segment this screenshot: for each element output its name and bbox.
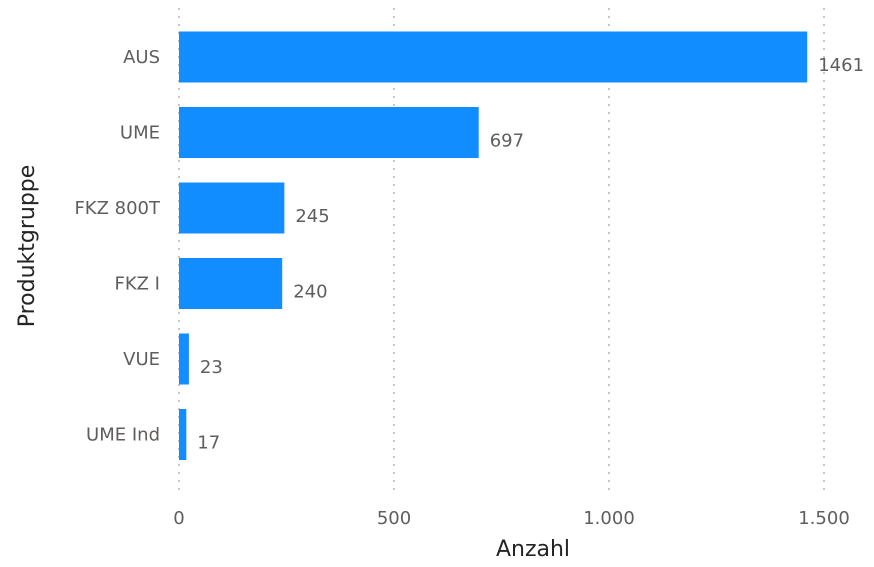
category-labels: AUS UME FKZ 800T FKZ I VUE UME Ind — [74, 47, 161, 446]
category-label: AUS — [123, 47, 160, 68]
data-label: 23 — [200, 357, 223, 378]
category-label: FKZ I — [114, 274, 160, 295]
x-tick-label: 1.500 — [798, 508, 850, 529]
data-label: 17 — [197, 433, 220, 454]
x-tick-label: 500 — [377, 508, 411, 529]
bar — [179, 182, 285, 234]
bar — [179, 409, 187, 460]
x-axis-title: Anzahl — [496, 537, 570, 562]
category-label: FKZ 800T — [74, 198, 161, 219]
category-label: VUE — [123, 349, 160, 370]
y-axis-title: Produktgruppe — [15, 165, 40, 328]
bars — [179, 31, 808, 460]
category-label: UME — [120, 123, 160, 144]
category-label: UME Ind — [86, 425, 160, 446]
x-tick-label: 0 — [173, 508, 184, 529]
bar — [179, 31, 808, 83]
data-label: 1461 — [818, 55, 864, 76]
x-tick-labels: 0 500 1.000 1.500 — [173, 508, 849, 529]
x-tick-label: 1.000 — [583, 508, 635, 529]
data-label: 245 — [295, 206, 329, 227]
bar — [179, 258, 283, 309]
data-label: 697 — [490, 131, 524, 152]
data-labels: 1461 697 245 240 23 17 — [197, 55, 864, 454]
bar — [179, 333, 189, 385]
data-label: 240 — [293, 282, 327, 303]
bar — [179, 107, 479, 158]
